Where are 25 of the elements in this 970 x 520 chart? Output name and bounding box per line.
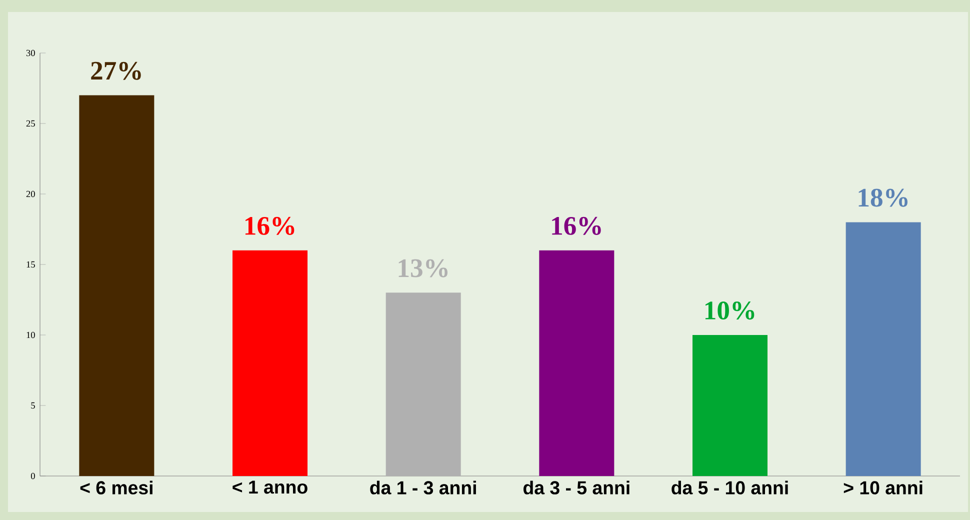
y-tick-label: 25	[26, 120, 35, 127]
y-tick-label: 20	[26, 190, 35, 198]
bar	[539, 250, 614, 476]
data-label: 16%	[552, 216, 601, 236]
x-tick-label: < 6 mesi	[80, 480, 152, 494]
data-label: 16%	[245, 216, 294, 236]
x-tick-label: da 3 - 5 anni	[524, 480, 630, 494]
x-tick-label: < 1 anno	[232, 480, 308, 494]
bar	[79, 95, 154, 476]
bar	[846, 222, 921, 476]
x-tick-label: da 5 - 10 anni	[672, 480, 788, 494]
bar	[386, 292, 461, 476]
y-tick-label: 10	[26, 332, 35, 338]
x-tick-label: da 1 - 3 anni	[370, 480, 476, 494]
data-label: 27%	[91, 62, 141, 80]
bar	[692, 334, 768, 476]
y-tick-label: 5	[31, 402, 35, 409]
y-tick-label: 30	[26, 50, 35, 56]
bar	[232, 250, 308, 476]
y-tick-label: 15	[26, 261, 35, 268]
data-label: 13%	[398, 259, 448, 278]
data-label: 18%	[858, 188, 908, 207]
data-label: 10%	[705, 302, 754, 320]
y-tick-label: 0	[30, 472, 35, 480]
x-tick-label: > 10 anni	[844, 480, 922, 494]
